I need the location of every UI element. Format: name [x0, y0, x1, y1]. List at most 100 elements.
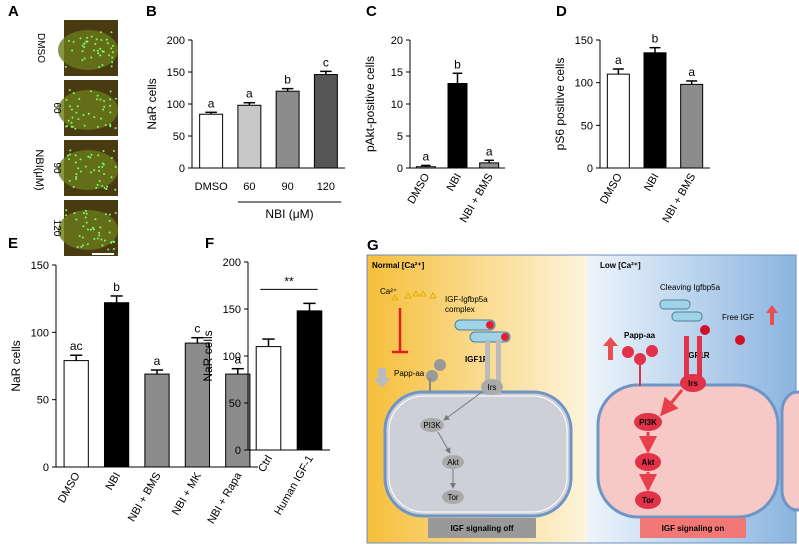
cell-dot — [83, 57, 86, 60]
cell-dot — [97, 166, 100, 169]
y-tick-label: 150 — [31, 260, 49, 272]
cell-dot — [104, 213, 107, 216]
cell-dot — [109, 111, 112, 114]
cell-dot — [85, 221, 88, 224]
x-tick-label: 120 — [317, 181, 335, 193]
cell-dot — [77, 118, 80, 121]
cell-dot — [93, 169, 96, 172]
node-label: Akt — [447, 458, 459, 467]
cell-dot — [74, 127, 77, 130]
cell-dot — [101, 64, 104, 67]
y-axis-label: pS6 positive cells — [553, 58, 567, 151]
x-tick-label: NBI + MK — [170, 470, 204, 518]
bar — [313, 74, 338, 169]
node-label: PI3K — [639, 418, 657, 427]
y-tick-label: 100 — [223, 351, 241, 363]
cell-dot — [102, 50, 105, 53]
y-tick-label: 0 — [397, 163, 403, 175]
protease — [646, 345, 658, 357]
cell-dot — [86, 36, 89, 39]
bar — [63, 360, 89, 468]
cell-dot — [75, 175, 78, 178]
cell-dot — [101, 165, 104, 168]
panel-title: Normal [Ca²⁺] — [372, 261, 425, 270]
x-tick-label: NBI + BMS — [458, 172, 496, 225]
cell-dot — [71, 116, 74, 119]
cell-dot — [107, 248, 110, 251]
cell-dot — [86, 243, 89, 246]
receptor — [485, 340, 490, 395]
embryo — [58, 30, 118, 70]
ions — [391, 290, 437, 301]
embryo — [58, 150, 118, 190]
cell-dot — [95, 186, 98, 189]
free-label: Free IGF — [722, 313, 754, 322]
row-label: 90 — [51, 162, 62, 174]
significance-letter: a — [208, 96, 215, 110]
y-axis-label: NaR cells — [9, 340, 23, 391]
node — [442, 455, 464, 469]
significance-letter: a — [486, 144, 493, 158]
bar — [296, 310, 323, 451]
cell-dot — [112, 150, 115, 153]
cell-dot — [109, 241, 112, 244]
cell-dot — [108, 231, 111, 234]
cell-dot — [114, 188, 117, 191]
significance-letter: a — [615, 53, 622, 67]
cell-dot — [81, 44, 84, 47]
cell-dot — [90, 56, 93, 59]
y-tick-label: 50 — [229, 398, 241, 410]
arrow — [443, 391, 483, 421]
cell-dot — [68, 158, 71, 161]
y-tick-label: 50 — [173, 131, 185, 143]
y-tick-label: 100 — [31, 327, 49, 339]
cell-dot — [105, 187, 108, 190]
arrow — [437, 431, 451, 454]
cell-dot — [84, 209, 87, 212]
node-label: Irs — [488, 383, 497, 392]
status-box — [428, 518, 536, 538]
bar — [606, 73, 630, 169]
cell-dot — [93, 116, 96, 119]
protease — [634, 353, 646, 365]
cell-dot — [110, 65, 113, 68]
panel-label: E — [8, 235, 18, 252]
arrow — [660, 389, 684, 417]
cell-dot — [114, 97, 117, 100]
x-tick-label: NBI — [642, 172, 662, 194]
significance-letter: b — [652, 32, 659, 46]
receptor — [496, 340, 501, 395]
cleaving-label: Cleaving Igfbp5a — [660, 283, 721, 292]
cell-dot — [99, 98, 102, 101]
cell-dot — [89, 171, 92, 174]
cell-dot — [78, 234, 81, 237]
y-axis-label: NaR cells — [201, 330, 215, 381]
cell-dot — [81, 50, 84, 53]
significance-letter: c — [323, 55, 329, 69]
x-group-label: NBI (μM) — [265, 207, 313, 221]
cell-dot — [100, 238, 103, 241]
cell-dot — [111, 61, 114, 64]
igf — [501, 333, 509, 341]
significance-letter: b — [113, 280, 120, 294]
node — [634, 413, 662, 431]
y-tick-label: 150 — [575, 35, 593, 47]
node-label: Akt — [642, 458, 655, 467]
x-tick-label: Ctrl — [256, 454, 275, 475]
membrane — [388, 395, 568, 513]
cell-dot — [96, 125, 99, 128]
cell-dot — [97, 52, 100, 55]
cell-dot — [96, 183, 99, 186]
cell-dot — [75, 177, 78, 180]
significance-letter: a — [422, 149, 429, 163]
cell-dot — [82, 244, 85, 247]
cell-dot — [114, 127, 117, 130]
cell-dot — [91, 226, 94, 229]
cell-dot — [99, 226, 102, 229]
y-tick-label: 10 — [391, 99, 403, 111]
y-tick-label: 0 — [179, 163, 185, 175]
bar — [144, 373, 170, 468]
cell-dot — [72, 92, 75, 95]
significance: ** — [284, 274, 294, 288]
igf — [735, 335, 745, 345]
